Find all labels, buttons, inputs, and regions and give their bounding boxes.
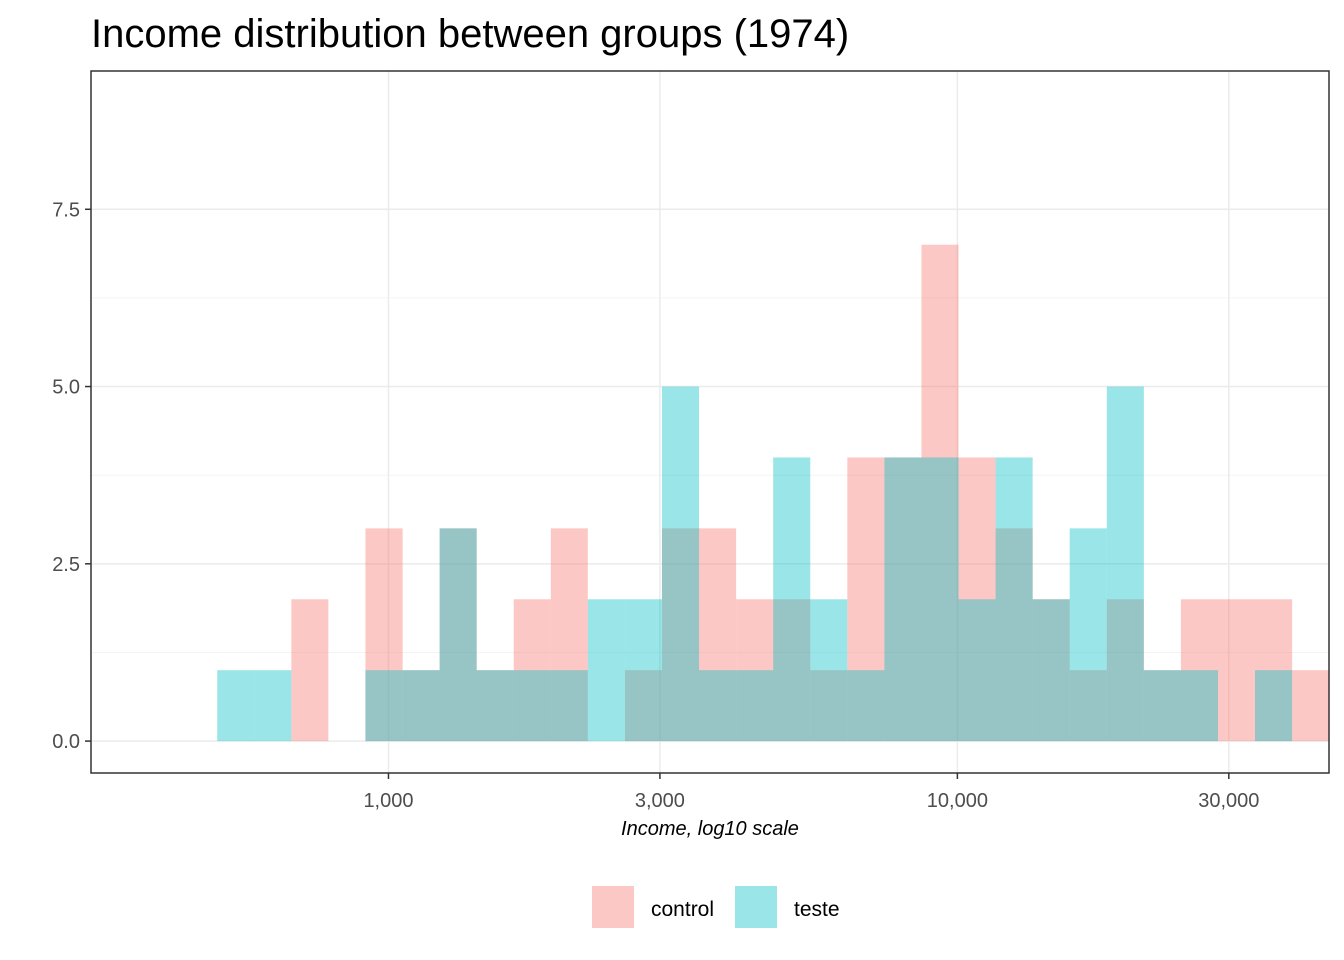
teste-bar xyxy=(995,457,1033,742)
x-tick-label: 30,000 xyxy=(1198,790,1259,812)
teste-bar xyxy=(1069,528,1107,742)
teste-bar xyxy=(884,457,922,742)
legend-key-teste xyxy=(735,886,777,928)
teste-bar xyxy=(513,670,551,742)
y-axis: 0.0 2.5 5.0 7.5 xyxy=(52,199,91,753)
teste-bar xyxy=(736,670,774,742)
control-bar xyxy=(1032,599,1070,742)
control-bar xyxy=(884,457,922,742)
legend-label-teste: teste xyxy=(794,898,840,921)
x-axis: 1,000 3,000 10,000 30,000 xyxy=(363,773,1259,812)
x-axis-label: Income, log10 scale xyxy=(621,818,799,840)
control-bar xyxy=(1106,599,1144,742)
control-bar xyxy=(1143,670,1181,742)
grid-lines xyxy=(91,71,1329,773)
teste-bar xyxy=(402,670,440,742)
teste-bar xyxy=(476,670,514,742)
teste-bar xyxy=(699,670,737,742)
control-bar xyxy=(847,457,885,742)
control-bar xyxy=(402,670,440,742)
control-bar xyxy=(624,670,662,742)
teste-bar xyxy=(1180,670,1218,742)
teste-bar xyxy=(661,386,700,742)
x-tick-label: 1,000 xyxy=(363,790,413,812)
legend-label-control: control xyxy=(651,898,714,921)
teste-bar xyxy=(1143,670,1181,742)
control-bar xyxy=(995,528,1033,742)
teste-bar xyxy=(921,457,959,742)
plot-border xyxy=(90,70,1330,774)
teste-bar xyxy=(217,670,255,742)
plot-panel xyxy=(91,71,1329,773)
control-bar xyxy=(550,528,588,742)
control-bar xyxy=(921,244,959,742)
y-tick-label: 0.0 xyxy=(52,731,80,753)
control-bar xyxy=(1069,670,1107,742)
control-bar xyxy=(773,599,811,742)
histogram-bars xyxy=(217,244,1330,742)
control-bar xyxy=(439,528,477,742)
x-tick-label: 3,000 xyxy=(635,790,685,812)
control-bar xyxy=(1255,599,1293,742)
teste-bar xyxy=(439,528,477,742)
control-bar xyxy=(476,670,514,742)
chart-title: Income distribution between groups (1974… xyxy=(91,12,849,56)
teste-bar xyxy=(365,670,403,742)
control-bar xyxy=(1180,599,1218,742)
control-bar xyxy=(365,528,403,742)
y-tick-label: 7.5 xyxy=(52,199,80,221)
x-tick-label: 10,000 xyxy=(927,790,988,812)
y-tick-label: 2.5 xyxy=(52,554,80,576)
teste-bar xyxy=(624,599,662,742)
teste-bar xyxy=(550,670,588,742)
control-bar xyxy=(736,599,774,742)
teste-bar xyxy=(773,457,811,742)
teste-bar xyxy=(587,599,625,742)
control-bar xyxy=(513,599,551,742)
control-bar xyxy=(810,670,848,742)
control-bar xyxy=(958,457,996,742)
teste-bar xyxy=(1255,670,1293,742)
y-tick-label: 5.0 xyxy=(52,377,80,399)
control-bar xyxy=(661,528,700,742)
control-bar xyxy=(291,599,329,742)
teste-bar xyxy=(847,670,885,742)
control-bar xyxy=(1292,670,1330,742)
teste-bar xyxy=(810,599,848,742)
legend-key-control xyxy=(592,886,634,928)
teste-bar xyxy=(1032,599,1070,742)
legend: control teste xyxy=(592,886,840,928)
teste-bar xyxy=(254,670,292,742)
control-bar xyxy=(699,528,737,742)
control-bar xyxy=(1217,599,1256,742)
teste-bar xyxy=(1106,386,1144,742)
teste-bar xyxy=(958,599,996,742)
